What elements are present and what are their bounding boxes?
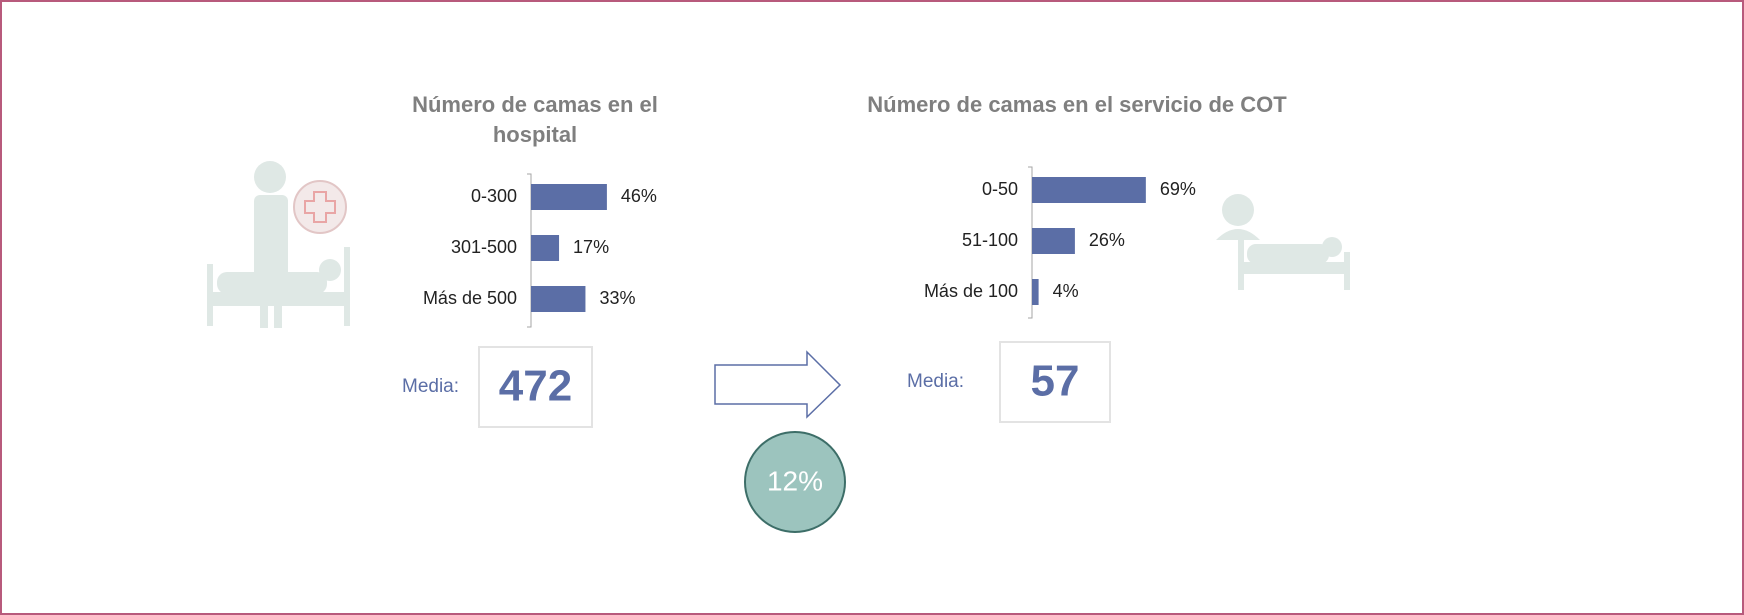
category-label: Más de 100 bbox=[924, 281, 1018, 301]
bar bbox=[531, 184, 607, 210]
value-label: 4% bbox=[1053, 281, 1079, 301]
bar bbox=[1032, 228, 1075, 254]
value-label: 26% bbox=[1089, 230, 1125, 250]
bar bbox=[531, 235, 559, 261]
mean-label: Media: bbox=[907, 371, 964, 392]
category-label: 0-50 bbox=[982, 179, 1018, 199]
chart-title: Número de camas en el hospital bbox=[385, 90, 685, 150]
category-label: 0-300 bbox=[471, 186, 517, 206]
chart-title: Número de camas en el servicio de COT bbox=[857, 90, 1297, 120]
infographic: 12% 0-300 46% 301-500 17% Más de 500 33% Media… bbox=[0, 0, 1744, 615]
arrow bbox=[715, 352, 840, 417]
ratio-label: 12% bbox=[767, 465, 823, 496]
bar bbox=[1032, 177, 1146, 203]
category-label: 301-500 bbox=[451, 237, 517, 257]
axis-line bbox=[527, 174, 531, 327]
value-label: 17% bbox=[573, 237, 609, 257]
value-label: 33% bbox=[599, 288, 635, 308]
bar bbox=[1032, 279, 1039, 305]
value-label: 46% bbox=[621, 186, 657, 206]
mean-value: 57 bbox=[1031, 357, 1080, 406]
hospital-bed-icon bbox=[207, 161, 350, 328]
axis-line bbox=[1028, 167, 1032, 318]
mean-value: 472 bbox=[499, 362, 572, 411]
bar bbox=[531, 286, 585, 312]
patient-bed-icon bbox=[1216, 194, 1350, 290]
category-label: Más de 500 bbox=[423, 288, 517, 308]
value-label: 69% bbox=[1160, 179, 1196, 199]
category-label: 51-100 bbox=[962, 230, 1018, 250]
mean-label: Media: bbox=[402, 376, 459, 397]
